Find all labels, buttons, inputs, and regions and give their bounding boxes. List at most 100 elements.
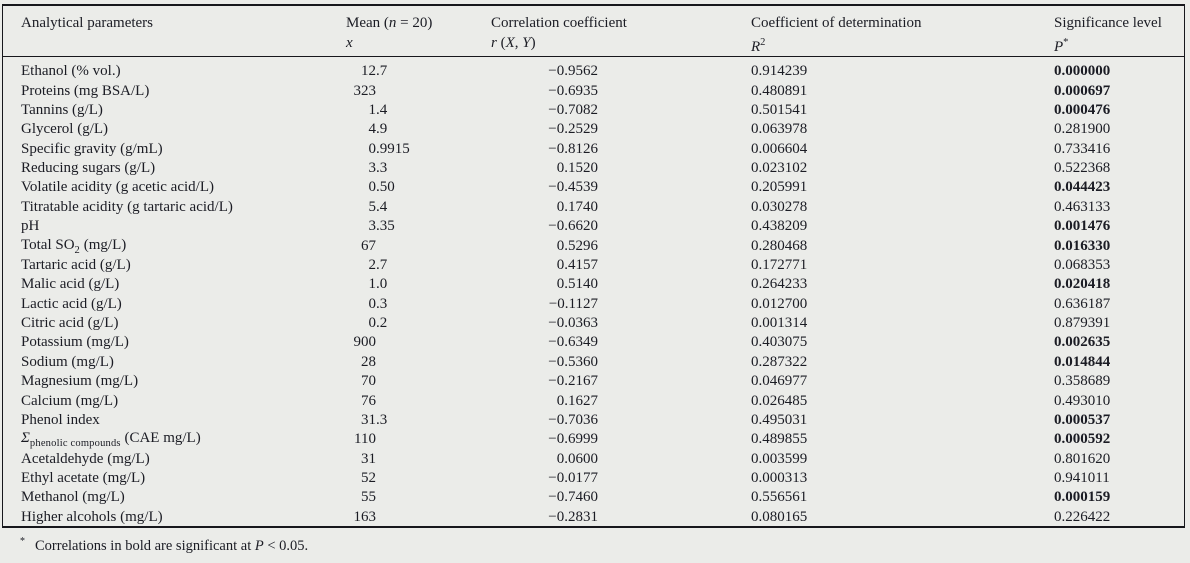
cell-parameter: Tartaric acid (g/L) [21,256,131,273]
cell-correlation-coefficient: −0.7082 [491,102,751,119]
footnote-text: Correlations in bold are significant at … [35,537,309,554]
mean-integer-part: 31 [361,411,376,428]
correlation-value: 0.4157 [556,256,598,273]
mean-integer-part: 67 [361,237,376,254]
cell-significance-level: 0.000697 [1054,82,1111,99]
correlation-value: 0.0600 [556,450,598,467]
header-line1: Mean (n = 20) [346,15,433,31]
table-row: Specific gravity (g/mL) 0.9915 −0.8126 0… [3,140,1184,159]
mean-fraction-part: .4 [376,101,388,118]
correlation-value: −0.6620 [548,218,598,235]
cell-mean: 0.3 [346,296,491,313]
cell-correlation-coefficient: −0.2831 [491,509,751,526]
cell-parameter: Calcium (mg/L) [21,392,119,409]
mean-integer-part: 76 [361,392,376,409]
cell-parameter: Methanol (mg/L) [21,489,125,506]
cell-significance-level: 0.068353 [1054,256,1111,273]
cell-parameter: Ethanol (% vol.) [21,63,121,80]
header-line2: P* [1054,37,1069,55]
correlation-value: −0.7082 [548,101,598,118]
cell-correlation-coefficient: 0.4157 [491,257,751,274]
cell-correlation-coefficient: −0.9562 [491,63,751,80]
cell-mean: 76 [346,393,491,410]
cell-coefficient-of-determination: 0.287322 [751,353,808,370]
cell-parameter: Σphenolic compounds (CAE mg/L) [21,430,201,450]
mean-integer-part: 1 [368,101,377,118]
table-row: Reducing sugars (g/L) 3.3 0.1520 0.02310… [3,159,1184,178]
cell-correlation-coefficient: −0.1127 [491,296,751,313]
cell-mean: 4.9 [346,121,491,138]
cell-coefficient-of-determination: 0.495031 [751,411,808,428]
mean-fraction-part: .7 [376,63,388,80]
cell-correlation-coefficient: 0.1520 [491,160,751,177]
cell-significance-level: 0.014844 [1054,353,1111,370]
mean-integer-part: 0 [368,315,377,332]
cell-coefficient-of-determination: 0.556561 [751,489,808,506]
cell-coefficient-of-determination: 0.063978 [751,121,808,138]
cell-mean: 0.2 [346,315,491,332]
mean-integer-part: 323 [353,82,377,99]
mean-fraction-part: .50 [376,179,395,196]
cell-coefficient-of-determination: 0.172771 [751,256,808,273]
cell-coefficient-of-determination: 0.205991 [751,179,808,196]
table-row: Ethanol (% vol.) 12.7 −0.9562 0.914239 0… [3,62,1184,81]
correlation-value: −0.4539 [548,179,598,196]
mean-integer-part: 900 [353,334,377,351]
mean-integer-part: 3 [368,160,377,177]
mean-integer-part: 12 [361,63,376,80]
cell-mean: 0.50 [346,179,491,196]
correlation-value: 0.5140 [556,276,598,293]
cell-coefficient-of-determination: 0.264233 [751,276,808,293]
correlation-value: −0.0363 [548,315,598,332]
cell-mean: 900 [346,334,491,351]
table-row: Acetaldehyde (mg/L) 31 0.0600 0.003599 0… [3,450,1184,469]
mean-fraction-part: .7 [376,256,388,273]
cell-significance-level: 0.636187 [1054,295,1111,312]
cell-coefficient-of-determination: 0.026485 [751,392,808,409]
table-footnote: * Correlations in bold are significant at… [20,536,308,555]
cell-significance-level: 0.463133 [1054,198,1111,215]
mean-integer-part: 5 [368,198,377,215]
cell-correlation-coefficient: −0.6935 [491,83,751,100]
cell-parameter: Proteins (mg BSA/L) [21,82,150,99]
header-line1: Coefficient of determination [751,15,922,31]
correlation-value: −0.6999 [548,431,598,448]
cell-parameter: Titratable acidity (g tartaric acid/L) [21,198,233,215]
mean-integer-part: 0 [368,295,377,312]
cell-parameter: Glycerol (g/L) [21,121,109,138]
column-header-significance-level: Significance level P* [1054,13,1184,57]
cell-significance-level: 0.281900 [1054,121,1111,138]
column-header-analytical-parameters: Analytical parameters [3,13,346,57]
cell-mean: 5.4 [346,199,491,216]
cell-mean: 323 [346,83,491,100]
cell-correlation-coefficient: −0.0363 [491,315,751,332]
table-row: Phenol index 31.3 −0.7036 0.495031 0.000… [3,411,1184,430]
cell-parameter: Volatile acidity (g acetic acid/L) [21,179,214,196]
correlation-value: −0.2529 [548,121,598,138]
cell-significance-level: 0.000476 [1054,101,1111,118]
cell-parameter: Tannins (g/L) [21,101,103,118]
cell-correlation-coefficient: 0.1740 [491,199,751,216]
table-row: Ethyl acetate (mg/L) 52 −0.0177 0.000313… [3,469,1184,488]
cell-mean: 2.7 [346,257,491,274]
cell-significance-level: 0.879391 [1054,315,1111,332]
cell-significance-level: 0.002635 [1054,334,1111,351]
correlation-value: −0.6935 [548,82,598,99]
cell-significance-level: 0.226422 [1054,508,1111,525]
mean-fraction-part: .9915 [376,140,410,157]
cell-coefficient-of-determination: 0.501541 [751,101,808,118]
cell-coefficient-of-determination: 0.012700 [751,295,808,312]
cell-parameter: Acetaldehyde (mg/L) [21,450,150,467]
correlation-value: 0.1740 [556,198,598,215]
table-row: Proteins (mg BSA/L) 323 −0.6935 0.480891… [3,81,1184,100]
cell-significance-level: 0.000537 [1054,411,1111,428]
cell-coefficient-of-determination: 0.280468 [751,237,808,254]
mean-fraction-part: .4 [376,198,388,215]
cell-mean: 110 [346,431,491,448]
cell-parameter: Phenol index [21,411,100,428]
mean-integer-part: 110 [354,431,376,448]
cell-coefficient-of-determination: 0.403075 [751,334,808,351]
cell-significance-level: 0.358689 [1054,373,1111,390]
cell-significance-level: 0.941011 [1054,470,1110,487]
mean-fraction-part: .0 [376,276,388,293]
